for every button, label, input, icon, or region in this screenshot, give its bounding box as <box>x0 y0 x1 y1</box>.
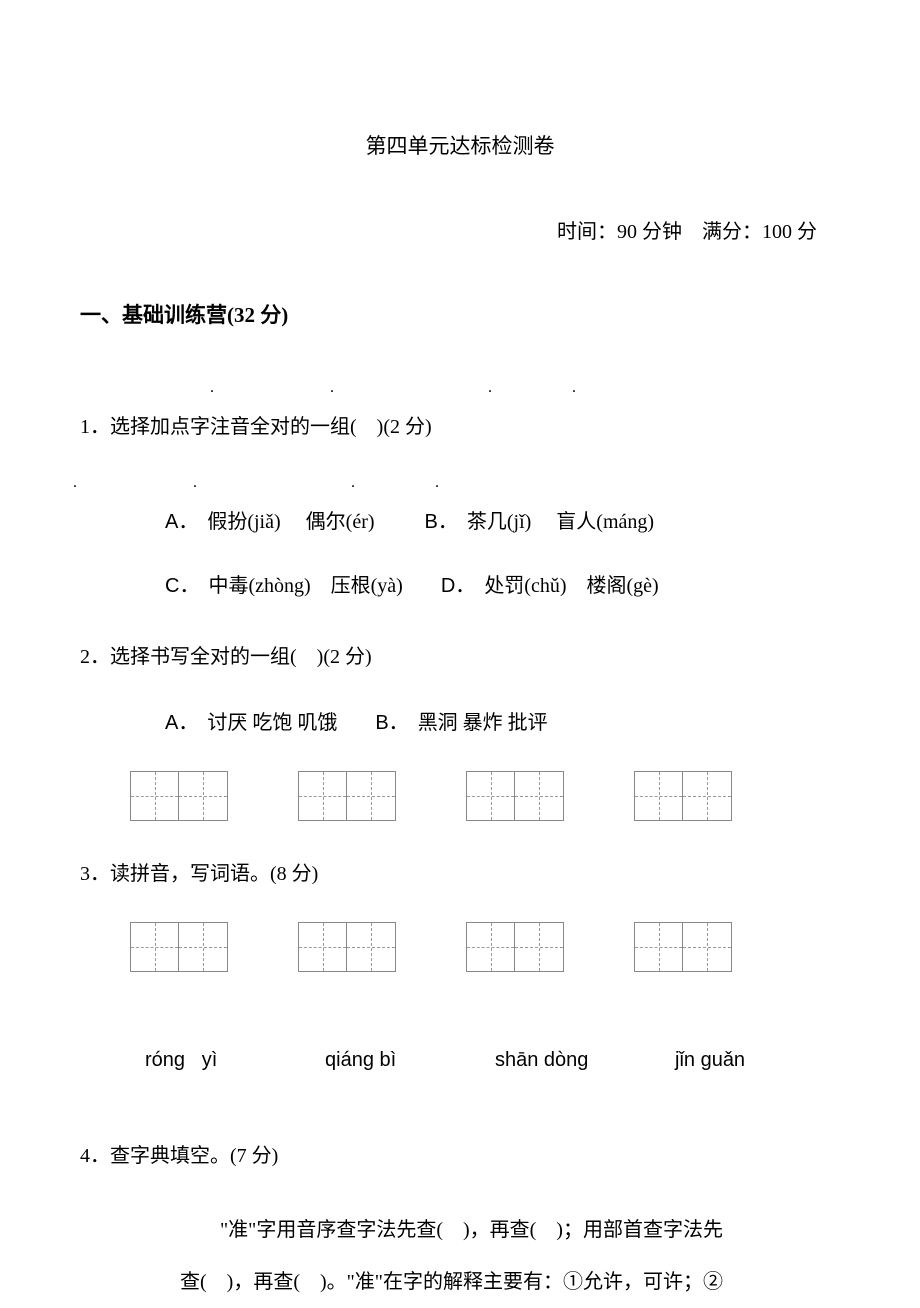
char-cell <box>515 923 563 971</box>
q1-optD-label: D． <box>441 575 475 597</box>
q1-optB-text: 茶几(jǐ) 盲人(máng) <box>467 511 654 533</box>
char-grid <box>298 771 396 821</box>
pinyin-3: shān dòng <box>495 1042 675 1078</box>
q3-pinyin-row: róng yì qiáng bì shān dòng jǐn guǎn <box>145 1042 825 1078</box>
q4-stem: 4．查字典填空。(7 分) <box>80 1138 825 1174</box>
char-cell <box>515 772 563 820</box>
q2-optA-label: A． <box>165 712 198 734</box>
question-2: 2．选择书写全对的一组( )(2 分) A． 讨厌 吃饱 叽饿 B． 黑洞 暴炸… <box>95 639 825 821</box>
exam-title: 第四单元达标检测卷 <box>95 130 825 160</box>
q2-optB-text: 黑洞 暴炸 批评 <box>418 712 548 734</box>
q1-options: A． 假扮(jiǎ) 偶尔(ér) B． 茶几(jǐ) 盲人(máng) C． … <box>165 504 825 604</box>
char-cell <box>683 772 731 820</box>
q1-optC-text: 中毒(zhòng) 压根(yà) <box>208 575 402 597</box>
char-cell <box>635 923 683 971</box>
dot-row-2: . . . . <box>73 469 825 498</box>
pinyin-4: jǐn guǎn <box>675 1042 745 1078</box>
char-grid <box>466 771 564 821</box>
q1-optA-label: A． <box>165 511 198 533</box>
question-4: 4．查字典填空。(7 分) "准"字用音序查字法先查( )，再查( )；用部首查… <box>95 1138 825 1308</box>
char-cell <box>635 772 683 820</box>
char-cell <box>299 923 347 971</box>
q2-options: A． 讨厌 吃饱 叽饿 B． 黑洞 暴炸 批评 <box>165 705 825 741</box>
char-cell <box>179 923 227 971</box>
q4-line1: "准"字用音序查字法先查( )，再查( )；用部首查字法先 <box>180 1204 825 1256</box>
char-cell <box>347 923 395 971</box>
question-1: . . . . 1．选择加点字注音全对的一组( )(2 分) . . . . A… <box>95 374 825 604</box>
dot-row-1: . . . . <box>210 374 825 403</box>
char-grid <box>466 922 564 972</box>
char-cell <box>131 772 179 820</box>
q1-optD-text: 处罚(chǔ) 楼阁(gè) <box>484 575 658 597</box>
q1-optC-label: C． <box>165 575 199 597</box>
q1-stem: 1．选择加点字注音全对的一组( )(2 分) <box>80 409 825 445</box>
char-grid <box>634 922 732 972</box>
char-cell <box>467 923 515 971</box>
q4-line2: 查( )，再查( )。"准"在字的解释主要有：①允许，可许；② <box>180 1256 825 1308</box>
char-grid <box>130 922 228 972</box>
char-grid <box>298 922 396 972</box>
exam-meta: 时间：90 分钟 满分：100 分 <box>95 215 825 244</box>
pinyin-2: qiáng bì <box>325 1042 495 1078</box>
q2-optB-label: B． <box>375 712 408 734</box>
q2-grid-row <box>130 771 825 821</box>
section-1-header: 一、基础训练营(32 分) <box>80 299 825 329</box>
char-grid <box>634 771 732 821</box>
char-cell <box>179 772 227 820</box>
char-cell <box>467 772 515 820</box>
q4-body: "准"字用音序查字法先查( )，再查( )；用部首查字法先 查( )，再查( )… <box>180 1204 825 1308</box>
char-cell <box>683 923 731 971</box>
q1-optB-label: B． <box>425 511 458 533</box>
question-3: 3．读拼音，写词语。(8 分) róng yì qiáng bì shān dò… <box>95 856 825 1078</box>
char-cell <box>347 772 395 820</box>
q3-grid-row <box>130 922 825 972</box>
q3-stem: 3．读拼音，写词语。(8 分) <box>80 856 825 892</box>
q2-stem: 2．选择书写全对的一组( )(2 分) <box>80 639 825 675</box>
q2-optA-text: 讨厌 吃饱 叽饿 <box>207 712 337 734</box>
pinyin-1: róng yì <box>145 1042 325 1078</box>
char-cell <box>131 923 179 971</box>
char-grid <box>130 771 228 821</box>
char-cell <box>299 772 347 820</box>
q1-optA-text: 假扮(jiǎ) 偶尔(ér) <box>207 511 374 533</box>
